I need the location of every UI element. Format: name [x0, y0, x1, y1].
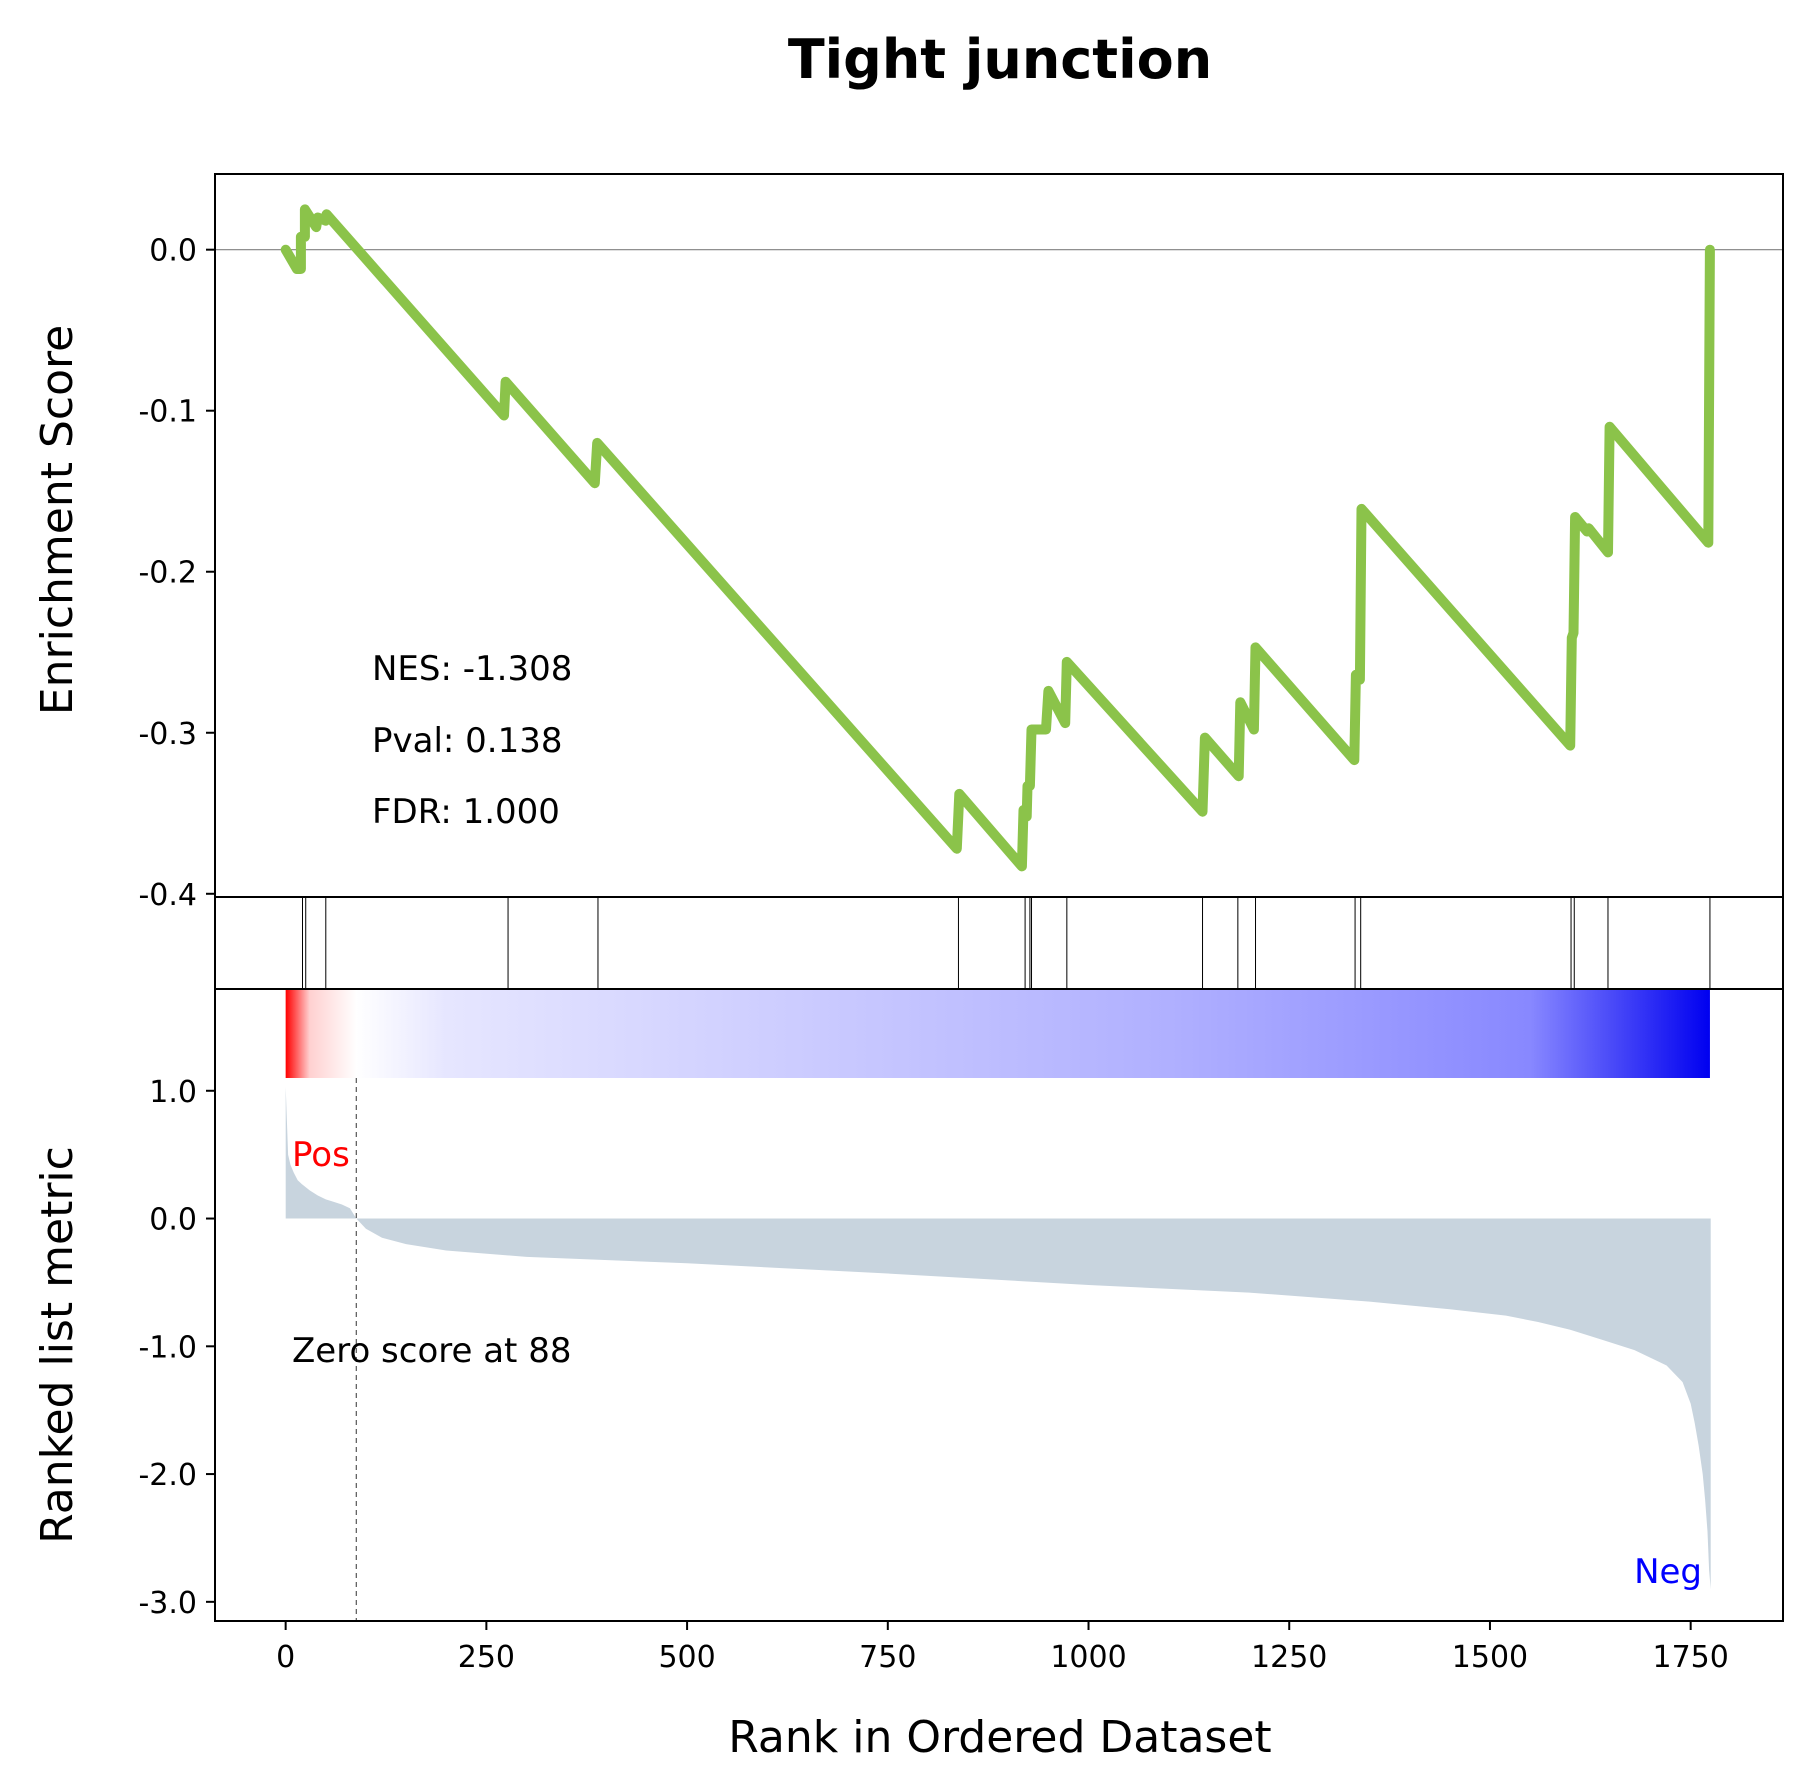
- metric-y-ticks: 1.0 0.0 -1.0 -2.0 -3.0: [138, 1075, 215, 1621]
- metric-ytick-label: 0.0: [149, 1203, 197, 1238]
- x-tick-label: 750: [859, 1640, 916, 1675]
- nes-annotation: NES: -1.308: [372, 649, 572, 689]
- metric-ytick-label: -1.0: [138, 1330, 197, 1365]
- enrichment-panel: 0.0 -0.1 -0.2 -0.3 -0.4 Enrichment Score NES…: [32, 173, 1784, 913]
- metric-ytick-label: 1.0: [149, 1075, 197, 1110]
- x-tick-label: 250: [458, 1640, 515, 1675]
- metric-frame: [214, 988, 1784, 1622]
- metric-ytick-label: -3.0: [138, 1586, 197, 1621]
- x-tick-label: 1500: [1452, 1640, 1528, 1675]
- x-tick-label: 1250: [1251, 1640, 1327, 1675]
- enrichment-ylabel: Enrichment Score: [32, 325, 83, 715]
- metric-ytick-label: -2.0: [138, 1458, 197, 1493]
- enrichment-frame: [214, 173, 1784, 898]
- es-ytick-label: -0.4: [138, 878, 197, 913]
- x-tick-label: 1750: [1652, 1640, 1728, 1675]
- zero-score-label: Zero score at 88: [292, 1331, 571, 1371]
- chart-title: Tight junction: [788, 28, 1212, 91]
- x-tick-label: 0: [276, 1640, 295, 1675]
- fdr-annotation: FDR: 1.000: [372, 792, 560, 832]
- hits-frame: [214, 896, 1784, 990]
- x-axis-title: Rank in Ordered Dataset: [728, 1712, 1271, 1763]
- es-ytick-label: -0.1: [138, 395, 197, 430]
- gene-hit-marks: [302, 897, 1711, 989]
- neg-label: Neg: [1634, 1552, 1702, 1592]
- hits-panel: [214, 896, 1784, 990]
- rank-colorbar: [285, 989, 1710, 1078]
- es-ytick-label: 0.0: [149, 234, 197, 269]
- enrichment-y-ticks: 0.0 -0.1 -0.2 -0.3 -0.4: [138, 234, 215, 913]
- x-axis-ticks: 0 250 500 750 1000 1250 1500 1750: [276, 1621, 1729, 1675]
- es-ytick-label: -0.2: [138, 556, 197, 591]
- pval-annotation: Pval: 0.138: [372, 721, 563, 761]
- x-tick-label: 500: [658, 1640, 715, 1675]
- enrichment-score-line: [280, 204, 1715, 872]
- pos-label: Pos: [292, 1135, 350, 1175]
- metric-panel: Pos Neg Zero score at 88 1.0 0.0 -1.0 -2.0 -…: [32, 988, 1784, 1622]
- es-ytick-label: -0.3: [138, 717, 197, 752]
- metric-ylabel: Ranked list metric: [32, 1146, 83, 1544]
- x-tick-label: 1000: [1050, 1640, 1126, 1675]
